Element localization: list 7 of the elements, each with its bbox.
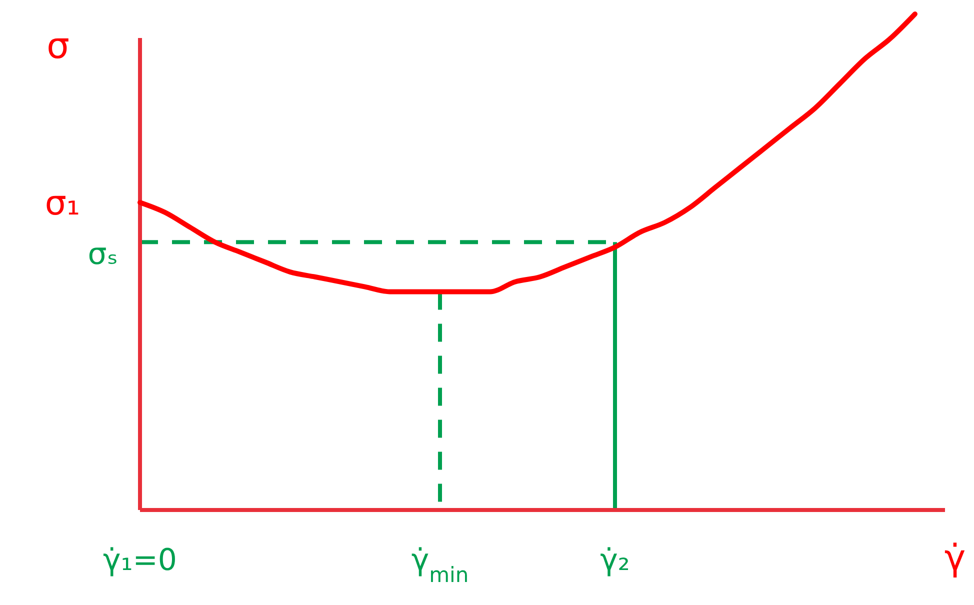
x-tick-label: γ̇₂: [600, 543, 630, 578]
annotation: σ₁: [44, 183, 80, 224]
x-tick-label: γ̇$_{min}$: [411, 543, 469, 587]
y-axis-title: σ: [46, 26, 70, 67]
x-tick-label: γ̇₁=0: [102, 543, 178, 578]
x-axis-title: γ̇: [944, 538, 966, 579]
ref-line-label: σₛ: [88, 237, 118, 272]
